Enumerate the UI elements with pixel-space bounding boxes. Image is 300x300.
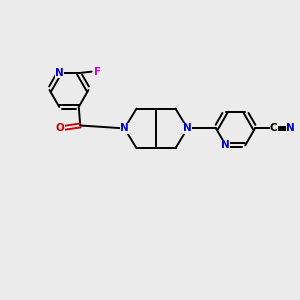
Text: N: N: [183, 123, 192, 134]
Text: O: O: [56, 123, 64, 133]
Text: F: F: [94, 67, 101, 76]
Text: N: N: [221, 140, 230, 150]
Text: N: N: [286, 123, 295, 134]
Text: N: N: [55, 68, 64, 78]
Text: C: C: [270, 123, 278, 134]
Text: N: N: [120, 123, 129, 134]
